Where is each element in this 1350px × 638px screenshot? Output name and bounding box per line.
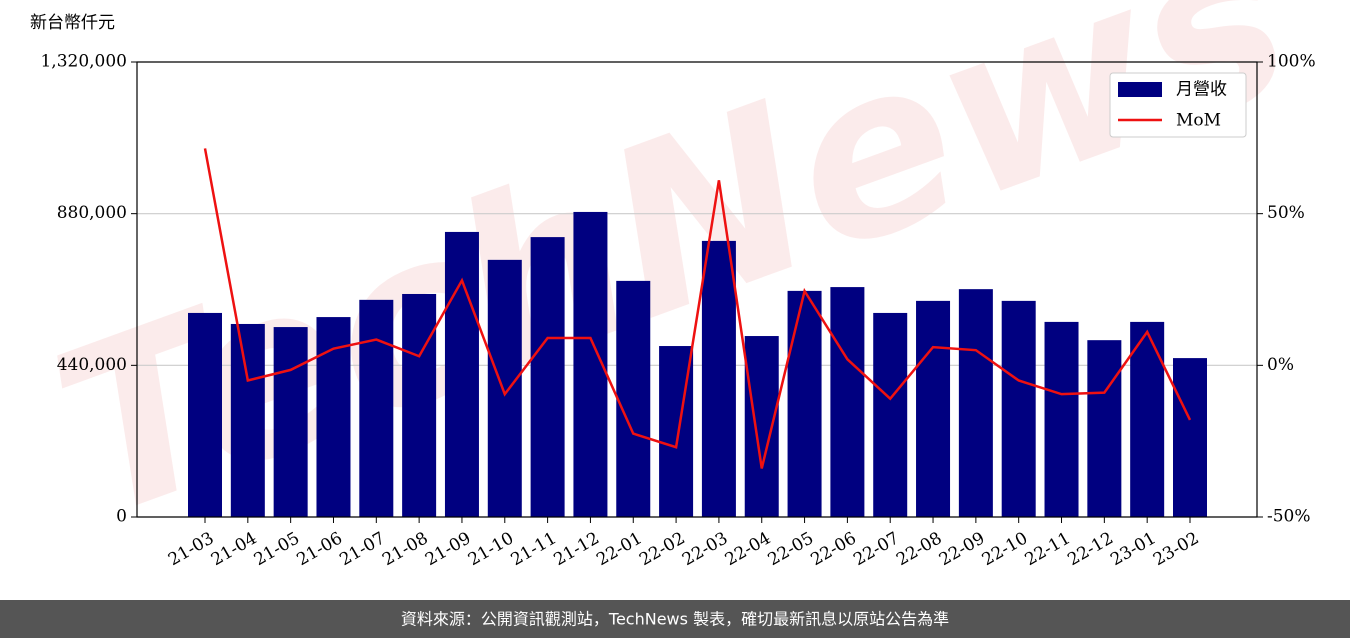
bar [916, 300, 951, 517]
x-tick-label: 22-08 [893, 528, 945, 570]
x-tick-label: 22-12 [1064, 528, 1116, 570]
y2-tick-label: 50% [1267, 203, 1305, 223]
x-tick-label: 21-06 [294, 528, 346, 570]
y-tick-label: 880,000 [57, 203, 127, 223]
legend-swatch [1118, 82, 1162, 97]
x-tick-label: 22-02 [636, 528, 688, 570]
legend-label: 月營收 [1176, 80, 1227, 100]
plot-frame [136, 61, 1258, 518]
bar [444, 231, 479, 517]
line [203, 148, 1192, 469]
legend-label: MoM [1176, 111, 1221, 131]
x-tick-label: 22-03 [679, 528, 731, 570]
bar [787, 290, 822, 517]
y2-tick-label: 100% [1267, 52, 1316, 72]
y-tick-label: 0 [116, 507, 127, 527]
bar [230, 323, 265, 517]
y-tick-label: 440,000 [57, 355, 127, 375]
x-tick-label: 21-10 [465, 528, 517, 570]
y2-tick-label: 0% [1267, 355, 1294, 375]
bar [744, 336, 779, 517]
x-tick-label: 22-05 [765, 528, 817, 570]
footer-bar [0, 600, 1350, 638]
x-tick-label: 22-01 [593, 528, 645, 570]
bar [830, 287, 865, 517]
y2-tick-label: -50% [1267, 507, 1311, 527]
bar [873, 312, 908, 517]
x-tick-label: 22-06 [807, 528, 859, 570]
bar [1087, 340, 1122, 517]
x-tick-label: 21-07 [336, 528, 388, 570]
x-tick-label: 22-09 [936, 528, 988, 570]
x-tick-label: 22-07 [850, 528, 902, 570]
bar [402, 293, 437, 517]
x-tick-label: 21-09 [422, 528, 474, 570]
bar [1130, 321, 1165, 517]
x-tick-label: 22-10 [979, 528, 1031, 570]
x-tick-label: 21-12 [550, 528, 602, 570]
x-tick-label: 23-01 [1107, 528, 1159, 570]
bar [188, 312, 222, 517]
bar [273, 327, 308, 517]
y-tick-label: 1,320,000 [40, 52, 127, 72]
x-tick-label: 22-04 [722, 528, 774, 570]
bar [701, 240, 736, 518]
bar [359, 299, 394, 517]
bar [487, 259, 522, 517]
bar [1001, 300, 1036, 517]
x-tick-label: 21-11 [508, 528, 560, 570]
bar [316, 317, 351, 517]
bar [530, 237, 565, 517]
footer: 資料來源：公開資訊觀測站，TechNews 製表，確切最新訊息以原站公告為準 [401, 610, 949, 629]
bar [616, 280, 651, 517]
x-tick-label: 23-02 [1150, 528, 1202, 570]
x-tick-label: 21-08 [379, 528, 431, 570]
y-axis-label: 新台幣仟元 [30, 13, 115, 33]
x-tick-label: 22-11 [1022, 528, 1074, 570]
bar [1044, 321, 1079, 517]
bar [958, 289, 993, 517]
x-tick-label: 21-05 [251, 528, 303, 570]
bar [1173, 358, 1207, 517]
